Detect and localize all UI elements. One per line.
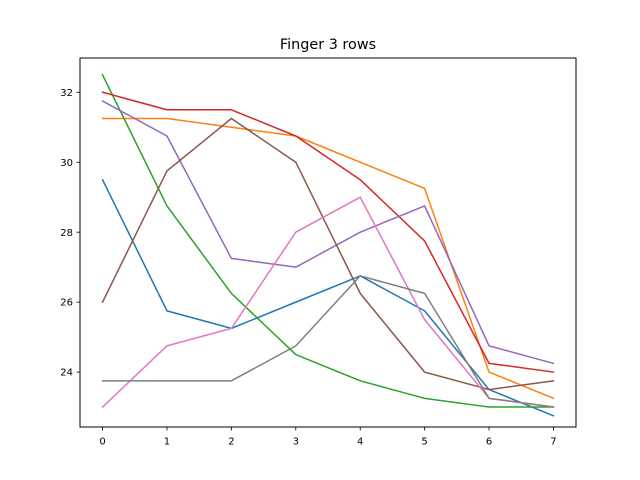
x-tick-label: 7 — [550, 437, 556, 448]
y-tick-label: 26 — [60, 298, 73, 309]
series-line-8 — [101, 275, 555, 408]
series-line-1 — [101, 178, 555, 417]
x-tick-label: 4 — [357, 437, 363, 448]
x-tick-label: 1 — [164, 437, 170, 448]
x-tick-label: 5 — [421, 437, 427, 448]
series-layer — [101, 73, 555, 417]
x-tick-label: 3 — [293, 437, 299, 448]
y-axis: 24 26 28 30 32 — [60, 88, 80, 379]
x-tick-label: 2 — [228, 437, 234, 448]
series-line-3 — [101, 73, 555, 408]
y-tick-label: 30 — [60, 158, 73, 169]
y-tick-label: 28 — [60, 228, 73, 239]
y-tick-label: 24 — [60, 368, 73, 379]
chart-title: Finger 3 rows — [280, 37, 376, 53]
series-line-7 — [101, 196, 555, 409]
series-line-4 — [101, 91, 555, 373]
y-tick-label: 32 — [60, 88, 73, 99]
series-line-5 — [101, 100, 555, 365]
x-tick-label: 6 — [486, 437, 492, 448]
series-line-6 — [101, 117, 555, 391]
x-axis: 0 1 2 3 4 5 6 7 — [99, 427, 557, 448]
plot-area-frame — [79, 57, 577, 428]
x-tick-label: 0 — [99, 437, 105, 448]
